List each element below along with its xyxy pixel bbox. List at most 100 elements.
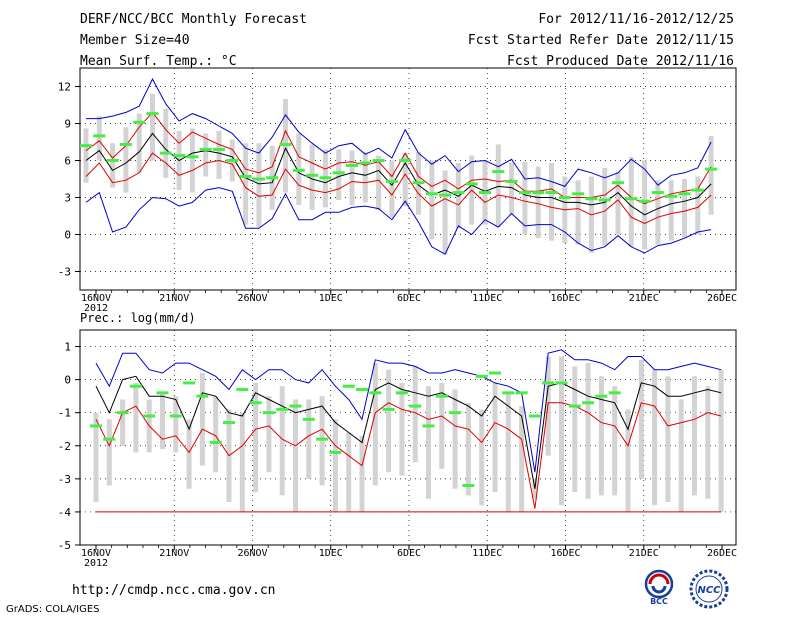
- temp-median-mark: [319, 176, 332, 180]
- temp-median-mark: [332, 171, 345, 175]
- prec-median-mark: [435, 394, 448, 398]
- temp-box: [216, 130, 222, 179]
- temp-median-mark: [93, 134, 106, 138]
- prec-box: [439, 382, 445, 469]
- prec-median-mark: [316, 437, 329, 441]
- temp-box: [189, 128, 195, 193]
- temp-box: [429, 160, 435, 240]
- temp-median-mark: [665, 194, 678, 198]
- prec-median-mark: [369, 391, 382, 395]
- temp-box: [150, 93, 155, 161]
- prec-median-mark: [249, 401, 262, 405]
- temp-xtick-label: 11DEC: [472, 293, 502, 304]
- grads-credit: GrADS: COLA/IGES: [6, 604, 100, 615]
- prec-box: [598, 376, 604, 496]
- prec-median-mark: [329, 450, 342, 454]
- prec-ytick-label: -3: [58, 473, 71, 486]
- prec-box: [160, 392, 165, 450]
- prec-box: [585, 363, 591, 499]
- prec-box: [665, 376, 671, 502]
- temp-median-mark: [359, 161, 372, 165]
- temp-median-mark: [532, 191, 545, 195]
- bcc-logo-text: BCC: [650, 597, 668, 606]
- temp-min-line: [85, 187, 712, 255]
- temp-box: [203, 133, 209, 177]
- temp-median-mark: [678, 192, 691, 196]
- temp-median-mark: [186, 155, 199, 159]
- temp-median-mark: [279, 142, 292, 146]
- temp-median-mark: [572, 192, 585, 196]
- prec-median-mark: [196, 394, 209, 398]
- temp-box: [376, 155, 382, 210]
- prec-box: [559, 356, 564, 506]
- prec-median-mark: [209, 440, 222, 444]
- prec-box: [426, 386, 431, 499]
- temp-median-mark: [399, 159, 412, 162]
- temp-ytick-label: 0: [64, 229, 71, 242]
- prec-median-mark: [542, 381, 555, 385]
- prec-xtick-label: 21DEC: [629, 548, 659, 559]
- temp-median-mark: [625, 197, 638, 201]
- temp-median-mark: [146, 112, 159, 116]
- temp-xtick-label: 21NOV: [159, 293, 189, 304]
- prec-frame: [79, 329, 737, 546]
- prec-box: [412, 366, 418, 463]
- prec-median-mark: [582, 401, 595, 405]
- variable-label-prec: Prec.: log(mm/d): [80, 311, 196, 325]
- prec-median-mark: [595, 394, 608, 398]
- temp-box: [495, 144, 501, 228]
- temp-box: [96, 116, 102, 161]
- temp-box: [389, 160, 395, 218]
- temp-xtick-label: 16DEC: [550, 293, 580, 304]
- prec-box: [266, 396, 272, 473]
- prec-median-mark: [515, 391, 528, 395]
- temp-median-mark: [372, 159, 385, 162]
- temp-median-mark: [638, 199, 651, 203]
- prec-median-mark: [183, 381, 196, 385]
- prec-xtick-label: 26DEC: [707, 548, 737, 559]
- prec-median-mark: [103, 437, 116, 441]
- temp-median-mark: [465, 182, 478, 186]
- prec-box: [638, 359, 644, 479]
- temp-box: [123, 127, 129, 193]
- temp-median-mark: [239, 175, 252, 179]
- temp-box: [349, 150, 355, 205]
- prec-box: [572, 366, 578, 493]
- prec-median-mark: [502, 391, 515, 395]
- footer-url[interactable]: http://cmdp.ncc.cma.gov.cn: [72, 583, 276, 598]
- prec-box: [186, 419, 192, 489]
- prec-median-mark: [169, 414, 182, 418]
- temp-box: [256, 143, 262, 228]
- prec-box: [133, 382, 139, 453]
- header-left: DERF/NCC/BCC Monthly Forecast Member Siz…: [80, 12, 307, 75]
- temp-box: [668, 180, 674, 241]
- temp-ytick-label: -3: [58, 266, 71, 279]
- temp-box: [602, 167, 608, 246]
- prec-median-mark: [489, 371, 501, 375]
- prec-median-mark: [236, 388, 249, 392]
- temp-frame: [79, 67, 737, 291]
- temp-median-mark: [492, 170, 505, 174]
- prec-median-mark: [382, 407, 395, 411]
- ncc-logo: NCC: [689, 569, 729, 609]
- temp-box: [682, 179, 687, 239]
- chart-title: DERF/NCC/BCC Monthly Forecast: [80, 12, 307, 27]
- prec-xtick-label: 26NOV: [237, 548, 267, 559]
- prec-median-mark: [90, 424, 102, 428]
- ncc-logo-text: NCC: [697, 585, 721, 596]
- temp-box: [509, 162, 515, 214]
- prec-box: [120, 399, 126, 446]
- prec-box: [199, 373, 205, 466]
- temp-box: [695, 176, 701, 235]
- temp-median-mark: [266, 176, 279, 180]
- prec-box: [612, 386, 618, 496]
- prec-ytick-label: 1: [64, 341, 71, 354]
- temp-box: [163, 108, 169, 178]
- temp-median-mark: [106, 159, 119, 162]
- prec-box: [705, 386, 711, 499]
- prec-median-mark: [555, 381, 568, 385]
- temp-median-mark: [412, 181, 425, 185]
- member-size: Member Size=40: [80, 33, 190, 48]
- temp-median-mark: [213, 147, 225, 151]
- temp-median-mark: [306, 173, 319, 177]
